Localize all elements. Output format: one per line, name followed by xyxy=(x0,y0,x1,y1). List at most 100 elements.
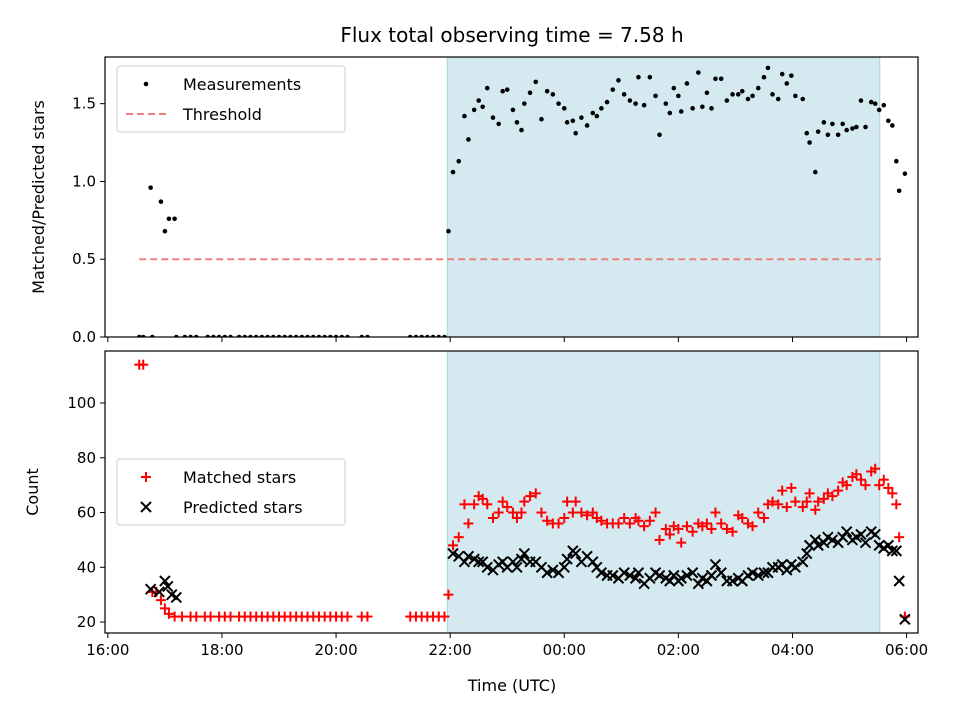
data-point xyxy=(878,474,889,485)
data-point xyxy=(761,74,767,80)
data-point xyxy=(747,521,758,532)
data-point xyxy=(166,216,172,222)
data-point xyxy=(804,130,810,136)
data-point xyxy=(502,502,513,513)
data-point xyxy=(462,113,467,119)
data-point xyxy=(809,534,822,546)
data-point xyxy=(664,575,676,587)
data-point xyxy=(162,228,168,234)
data-point xyxy=(721,523,732,534)
data-point xyxy=(362,611,373,622)
data-point xyxy=(690,106,695,111)
data-point xyxy=(158,199,164,204)
data-point xyxy=(882,539,895,552)
data-point xyxy=(704,90,710,96)
data-point xyxy=(477,493,488,504)
data-point xyxy=(469,499,480,510)
data-point xyxy=(573,130,578,136)
data-point xyxy=(507,507,518,518)
data-point xyxy=(527,90,533,96)
data-point xyxy=(570,118,576,124)
data-point xyxy=(567,507,578,518)
data-point xyxy=(821,120,827,125)
data-point xyxy=(716,518,727,529)
data-point xyxy=(148,185,153,190)
y-tick-label: 1.0 xyxy=(72,172,96,190)
data-point xyxy=(813,496,824,507)
data-point xyxy=(827,491,838,502)
data-point xyxy=(797,556,809,568)
data-point xyxy=(544,88,550,94)
data-point xyxy=(789,73,794,78)
data-point xyxy=(779,71,785,77)
data-point xyxy=(681,569,693,582)
data-point xyxy=(789,561,802,573)
axes-frame xyxy=(104,56,919,338)
x-axis-label: Time (UTC) xyxy=(467,676,556,695)
data-point xyxy=(163,608,174,619)
data-point xyxy=(807,140,812,145)
data-point xyxy=(191,611,202,622)
data-point xyxy=(750,93,755,99)
data-point xyxy=(487,513,498,524)
data-point xyxy=(561,106,567,111)
data-point xyxy=(735,92,741,97)
data-point xyxy=(170,591,183,604)
data-point xyxy=(542,515,553,526)
data-point xyxy=(553,518,564,529)
data-point xyxy=(522,101,527,106)
data-point xyxy=(726,575,739,587)
data-point xyxy=(482,499,493,510)
data-point xyxy=(587,556,599,568)
series-predicted-stars xyxy=(144,525,911,626)
x-tick-label: 16:00 xyxy=(86,641,129,659)
data-point xyxy=(519,127,524,133)
data-point xyxy=(855,474,866,485)
data-point xyxy=(713,76,718,82)
data-point xyxy=(739,88,745,94)
data-point xyxy=(836,531,849,543)
data-point xyxy=(453,532,464,543)
y-tick-label: 40 xyxy=(77,558,96,576)
data-point xyxy=(767,496,778,507)
data-point xyxy=(860,480,871,491)
legend-label: Matched stars xyxy=(183,468,296,487)
y-tick-label: 1.5 xyxy=(72,95,96,113)
x-tick-label: 18:00 xyxy=(200,641,243,659)
data-point xyxy=(715,567,727,579)
data-point xyxy=(138,359,149,370)
data-point xyxy=(868,99,874,105)
data-point xyxy=(342,611,353,622)
data-point xyxy=(775,96,781,102)
data-point xyxy=(786,482,797,493)
data-point xyxy=(472,556,485,568)
x-tick-label: 00:00 xyxy=(543,641,586,659)
data-point xyxy=(493,507,504,518)
y-tick-label: 0.5 xyxy=(72,250,96,268)
data-point xyxy=(590,110,596,116)
data-point xyxy=(159,603,170,614)
data-point xyxy=(890,545,903,557)
data-point xyxy=(687,526,698,537)
data-point xyxy=(561,553,573,565)
data-point xyxy=(746,567,759,579)
data-point xyxy=(443,589,454,600)
data-point xyxy=(840,121,845,127)
data-point xyxy=(484,85,490,91)
data-point xyxy=(855,528,867,541)
data-point xyxy=(607,569,619,582)
data-point xyxy=(447,547,459,560)
data-point xyxy=(462,550,475,563)
data-point xyxy=(177,611,188,622)
data-point xyxy=(541,567,553,579)
data-point xyxy=(613,518,624,529)
data-point xyxy=(810,504,821,515)
data-point xyxy=(870,463,881,474)
data-point xyxy=(466,137,471,142)
data-point xyxy=(647,74,653,80)
data-point xyxy=(793,93,798,99)
data-point xyxy=(818,493,829,504)
data-point xyxy=(618,567,630,579)
data-point xyxy=(883,482,894,493)
data-point xyxy=(784,81,790,86)
